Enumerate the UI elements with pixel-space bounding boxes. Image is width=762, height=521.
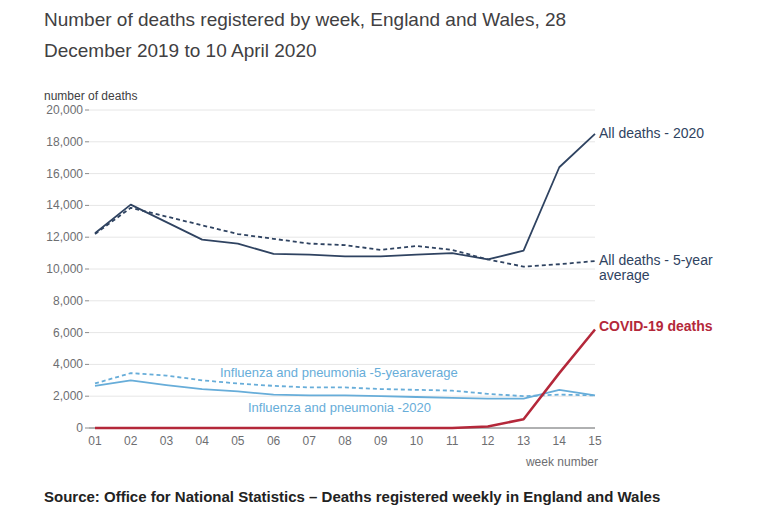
x-tick-label: 06 [267, 434, 281, 448]
x-tick-label: 04 [195, 434, 209, 448]
series-label: Influenza and pneumonia -5-yearaverage [220, 365, 458, 380]
y-tick [85, 237, 89, 238]
series-line [95, 134, 595, 260]
grid-line [89, 141, 595, 142]
grid-line [89, 332, 595, 333]
series-label-line: All deaths - 2020 [599, 125, 704, 141]
y-tick-label: 16,000 [46, 167, 83, 181]
x-tick-label: 15 [588, 434, 602, 448]
x-tick-label: 13 [517, 434, 531, 448]
y-tick-label: 6,000 [53, 326, 83, 340]
y-tick [85, 110, 89, 111]
grid-line [89, 205, 595, 206]
series-line [95, 380, 595, 398]
series-label-line: Influenza and pneumonia -5-yearaverage [220, 365, 458, 380]
series-label-line: average [599, 267, 650, 283]
grid-line [89, 300, 595, 301]
x-tick-label: 05 [231, 434, 245, 448]
chart: Number of deaths registered by week, Eng… [0, 0, 762, 521]
title-line: December 2019 to 10 April 2020 [44, 40, 317, 61]
x-tick-label: 08 [338, 434, 352, 448]
grid-line [89, 269, 595, 270]
x-tick-label: 02 [124, 434, 138, 448]
plot-area [95, 134, 595, 428]
series-line [95, 329, 595, 428]
x-tick-label: 12 [481, 434, 495, 448]
x-tick-label: 09 [374, 434, 388, 448]
series-label-line: Influenza and pneumonia -2020 [248, 400, 431, 415]
y-tick [85, 141, 89, 142]
series-label-line: All deaths - 5-year [599, 252, 717, 268]
grid-line [89, 173, 595, 174]
y-tick [85, 332, 89, 333]
title-line: Number of deaths registered by week, Eng… [44, 9, 571, 30]
grid-line [89, 110, 595, 111]
series-label: COVID-19 deaths [599, 318, 713, 334]
y-tick-label: 12,000 [46, 230, 83, 244]
y-tick-label: 8,000 [53, 294, 83, 308]
series-label-line: COVID-19 deaths [599, 318, 713, 334]
y-tick-label: 0 [76, 421, 83, 435]
y-axis-label: number of deaths [44, 89, 137, 103]
y-tick-label: 4,000 [53, 357, 83, 371]
y-tick-label: 10,000 [46, 262, 83, 276]
grid-line [89, 237, 595, 238]
x-tick-label: 14 [553, 434, 567, 448]
y-tick [85, 396, 89, 397]
x-tick-label: 01 [88, 434, 102, 448]
x-tick-label: 03 [160, 434, 174, 448]
series-label: All deaths - 2020 [599, 125, 704, 141]
y-tick-label: 14,000 [46, 198, 83, 212]
series-label: All deaths - 5-year average [599, 252, 717, 283]
y-tick [85, 173, 89, 174]
x-tick-label: 11 [446, 434, 459, 448]
title: Number of deaths registered by week, Eng… [44, 9, 571, 61]
y-tick-label: 18,000 [46, 135, 83, 149]
y-tick [85, 428, 89, 429]
series-line [95, 208, 595, 267]
series-label: Influenza and pneumonia -2020 [248, 400, 431, 415]
y-tick [85, 269, 89, 270]
source: Source: Office for National Statistics –… [44, 488, 660, 505]
y-tick [85, 364, 89, 365]
x-tick-label: 07 [303, 434, 317, 448]
y-tick-label: 2,000 [53, 389, 83, 403]
x-tick-label: 10 [410, 434, 424, 448]
x-axis-label: week number [525, 455, 598, 469]
y-tick [85, 205, 89, 206]
y-tick-label: 20,000 [46, 103, 83, 117]
y-tick [85, 300, 89, 301]
